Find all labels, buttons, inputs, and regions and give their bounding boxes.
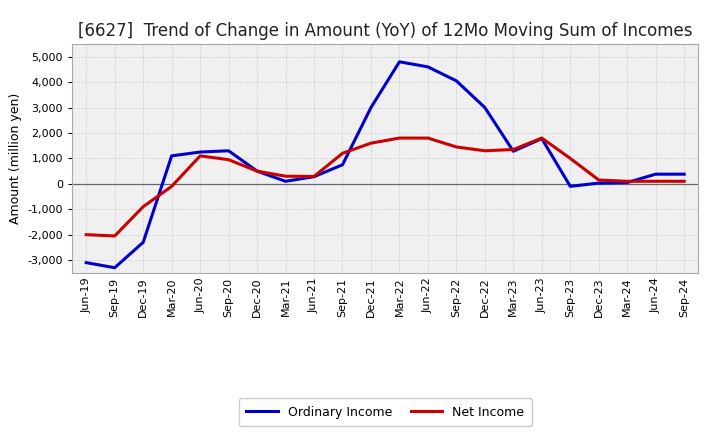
Net Income — [167, 184, 176, 189]
Ordinary Income — [139, 240, 148, 245]
Y-axis label: Amount (million yen): Amount (million yen) — [9, 93, 22, 224]
Net Income — [82, 232, 91, 237]
Ordinary Income — [110, 265, 119, 270]
Ordinary Income — [253, 169, 261, 174]
Legend: Ordinary Income, Net Income: Ordinary Income, Net Income — [239, 398, 531, 426]
Ordinary Income — [338, 162, 347, 167]
Net Income — [452, 144, 461, 150]
Ordinary Income — [623, 180, 631, 185]
Title: [6627]  Trend of Change in Amount (YoY) of 12Mo Moving Sum of Incomes: [6627] Trend of Change in Amount (YoY) o… — [78, 22, 693, 40]
Net Income — [623, 179, 631, 184]
Net Income — [509, 147, 518, 152]
Net Income — [310, 174, 318, 179]
Net Income — [480, 148, 489, 154]
Net Income — [338, 150, 347, 156]
Net Income — [537, 136, 546, 141]
Ordinary Income — [395, 59, 404, 64]
Ordinary Income — [82, 260, 91, 265]
Net Income — [395, 136, 404, 141]
Ordinary Income — [652, 172, 660, 177]
Ordinary Income — [537, 136, 546, 141]
Ordinary Income — [509, 149, 518, 154]
Ordinary Income — [196, 150, 204, 155]
Net Income — [423, 136, 432, 141]
Net Income — [680, 179, 688, 184]
Net Income — [282, 173, 290, 179]
Net Income — [196, 153, 204, 158]
Net Income — [595, 177, 603, 183]
Ordinary Income — [423, 64, 432, 70]
Net Income — [225, 157, 233, 162]
Ordinary Income — [452, 78, 461, 84]
Ordinary Income — [595, 180, 603, 186]
Line: Net Income: Net Income — [86, 138, 684, 236]
Ordinary Income — [310, 174, 318, 180]
Ordinary Income — [225, 148, 233, 154]
Ordinary Income — [480, 105, 489, 110]
Ordinary Income — [282, 179, 290, 184]
Net Income — [366, 140, 375, 146]
Net Income — [110, 233, 119, 238]
Ordinary Income — [566, 184, 575, 189]
Net Income — [566, 156, 575, 161]
Ordinary Income — [366, 105, 375, 110]
Line: Ordinary Income: Ordinary Income — [86, 62, 684, 268]
Net Income — [139, 204, 148, 209]
Net Income — [652, 179, 660, 184]
Ordinary Income — [167, 153, 176, 158]
Net Income — [253, 169, 261, 174]
Ordinary Income — [680, 172, 688, 177]
